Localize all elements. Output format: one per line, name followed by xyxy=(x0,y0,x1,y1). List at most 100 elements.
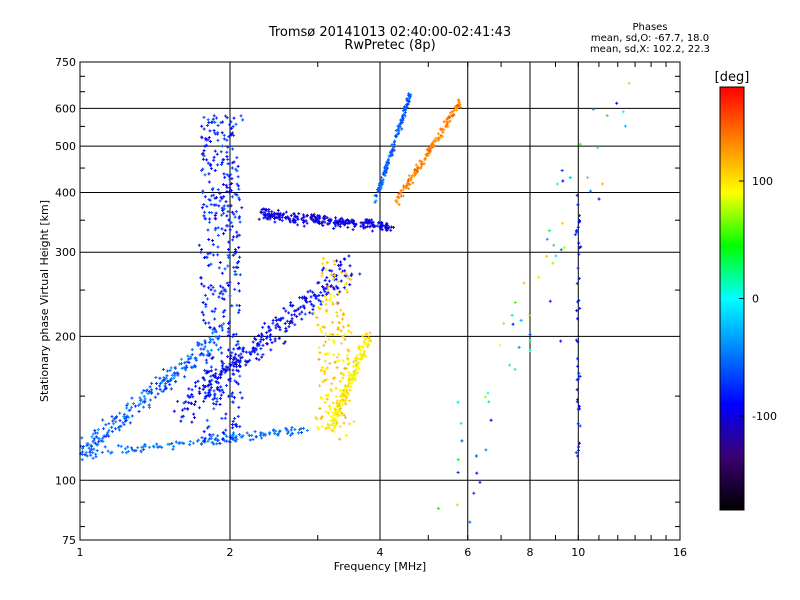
data-point xyxy=(211,292,215,296)
data-point xyxy=(321,220,325,224)
data-point xyxy=(200,436,204,440)
data-point xyxy=(80,452,84,456)
data-point xyxy=(528,333,532,337)
data-point xyxy=(343,257,347,261)
data-point xyxy=(200,310,204,314)
data-point xyxy=(180,441,184,445)
data-point xyxy=(207,180,211,184)
data-point xyxy=(288,322,292,326)
data-point xyxy=(225,155,229,159)
data-point xyxy=(321,300,325,304)
data-point xyxy=(176,371,180,375)
data-point xyxy=(204,302,208,306)
data-point xyxy=(559,339,563,343)
data-point xyxy=(436,132,440,136)
data-point xyxy=(380,180,384,184)
data-point xyxy=(233,273,237,277)
data-point xyxy=(281,212,285,216)
data-point xyxy=(484,448,488,452)
data-point xyxy=(254,357,258,361)
data-point xyxy=(392,140,396,144)
data-point xyxy=(245,360,249,364)
plot-frame xyxy=(79,61,681,541)
data-point xyxy=(576,377,580,381)
data-point xyxy=(285,431,289,435)
data-point xyxy=(346,392,350,396)
data-point xyxy=(202,115,206,119)
data-point xyxy=(320,274,324,278)
data-point xyxy=(358,272,362,276)
data-point xyxy=(278,213,282,217)
colorbar-tick-label: 100 xyxy=(752,175,773,188)
data-point xyxy=(240,355,244,359)
data-point xyxy=(217,334,221,338)
data-point xyxy=(575,309,579,313)
data-point xyxy=(577,252,581,256)
data-point xyxy=(225,281,229,285)
data-point xyxy=(329,419,333,423)
data-point xyxy=(343,366,347,370)
data-point xyxy=(234,167,238,171)
y-tick-label: 300 xyxy=(55,246,76,259)
data-point xyxy=(364,354,368,358)
data-point xyxy=(419,165,423,169)
data-point xyxy=(156,445,160,449)
data-point xyxy=(218,441,222,445)
data-point xyxy=(345,218,349,222)
data-point xyxy=(86,442,90,446)
data-point xyxy=(238,198,242,202)
data-point xyxy=(474,454,478,458)
data-point xyxy=(261,338,265,342)
data-point xyxy=(346,357,350,361)
y-tick-label: 600 xyxy=(55,102,76,115)
data-point xyxy=(576,203,580,207)
data-point xyxy=(349,278,353,282)
data-point xyxy=(323,295,327,299)
data-point xyxy=(218,284,222,288)
data-point xyxy=(338,379,342,383)
data-point xyxy=(615,101,619,105)
data-point xyxy=(248,358,252,362)
data-point xyxy=(357,346,361,350)
data-point xyxy=(338,437,342,441)
data-point xyxy=(365,225,369,229)
data-point xyxy=(207,238,211,242)
data-point xyxy=(325,276,329,280)
data-point xyxy=(234,360,238,364)
data-point xyxy=(317,293,321,297)
data-point xyxy=(119,444,123,448)
data-point xyxy=(169,366,173,370)
data-point xyxy=(326,222,330,226)
data-point xyxy=(305,213,309,217)
data-point xyxy=(233,417,237,421)
x-tick-label: 1 xyxy=(77,546,84,559)
data-point xyxy=(263,432,267,436)
data-point xyxy=(361,334,365,338)
data-point xyxy=(271,318,275,322)
data-point xyxy=(203,195,207,199)
y-tick-label: 200 xyxy=(55,330,76,343)
data-point xyxy=(510,313,514,317)
data-point xyxy=(236,382,240,386)
data-point xyxy=(325,261,329,265)
data-point xyxy=(222,195,226,199)
data-point xyxy=(321,293,325,297)
data-point xyxy=(350,272,354,276)
data-point xyxy=(324,302,328,306)
data-point xyxy=(315,294,319,298)
y-tick-label: 400 xyxy=(55,186,76,199)
data-point xyxy=(207,321,211,325)
data-point xyxy=(89,443,93,447)
data-point xyxy=(355,355,359,359)
data-point xyxy=(560,168,564,172)
data-point xyxy=(113,427,117,431)
data-point xyxy=(187,401,191,405)
data-point xyxy=(221,437,225,441)
data-point xyxy=(278,429,282,433)
data-point xyxy=(220,197,224,201)
data-point xyxy=(222,211,226,215)
data-point xyxy=(214,343,218,347)
data-point xyxy=(217,204,221,208)
data-point xyxy=(278,218,282,222)
data-point xyxy=(575,282,579,286)
